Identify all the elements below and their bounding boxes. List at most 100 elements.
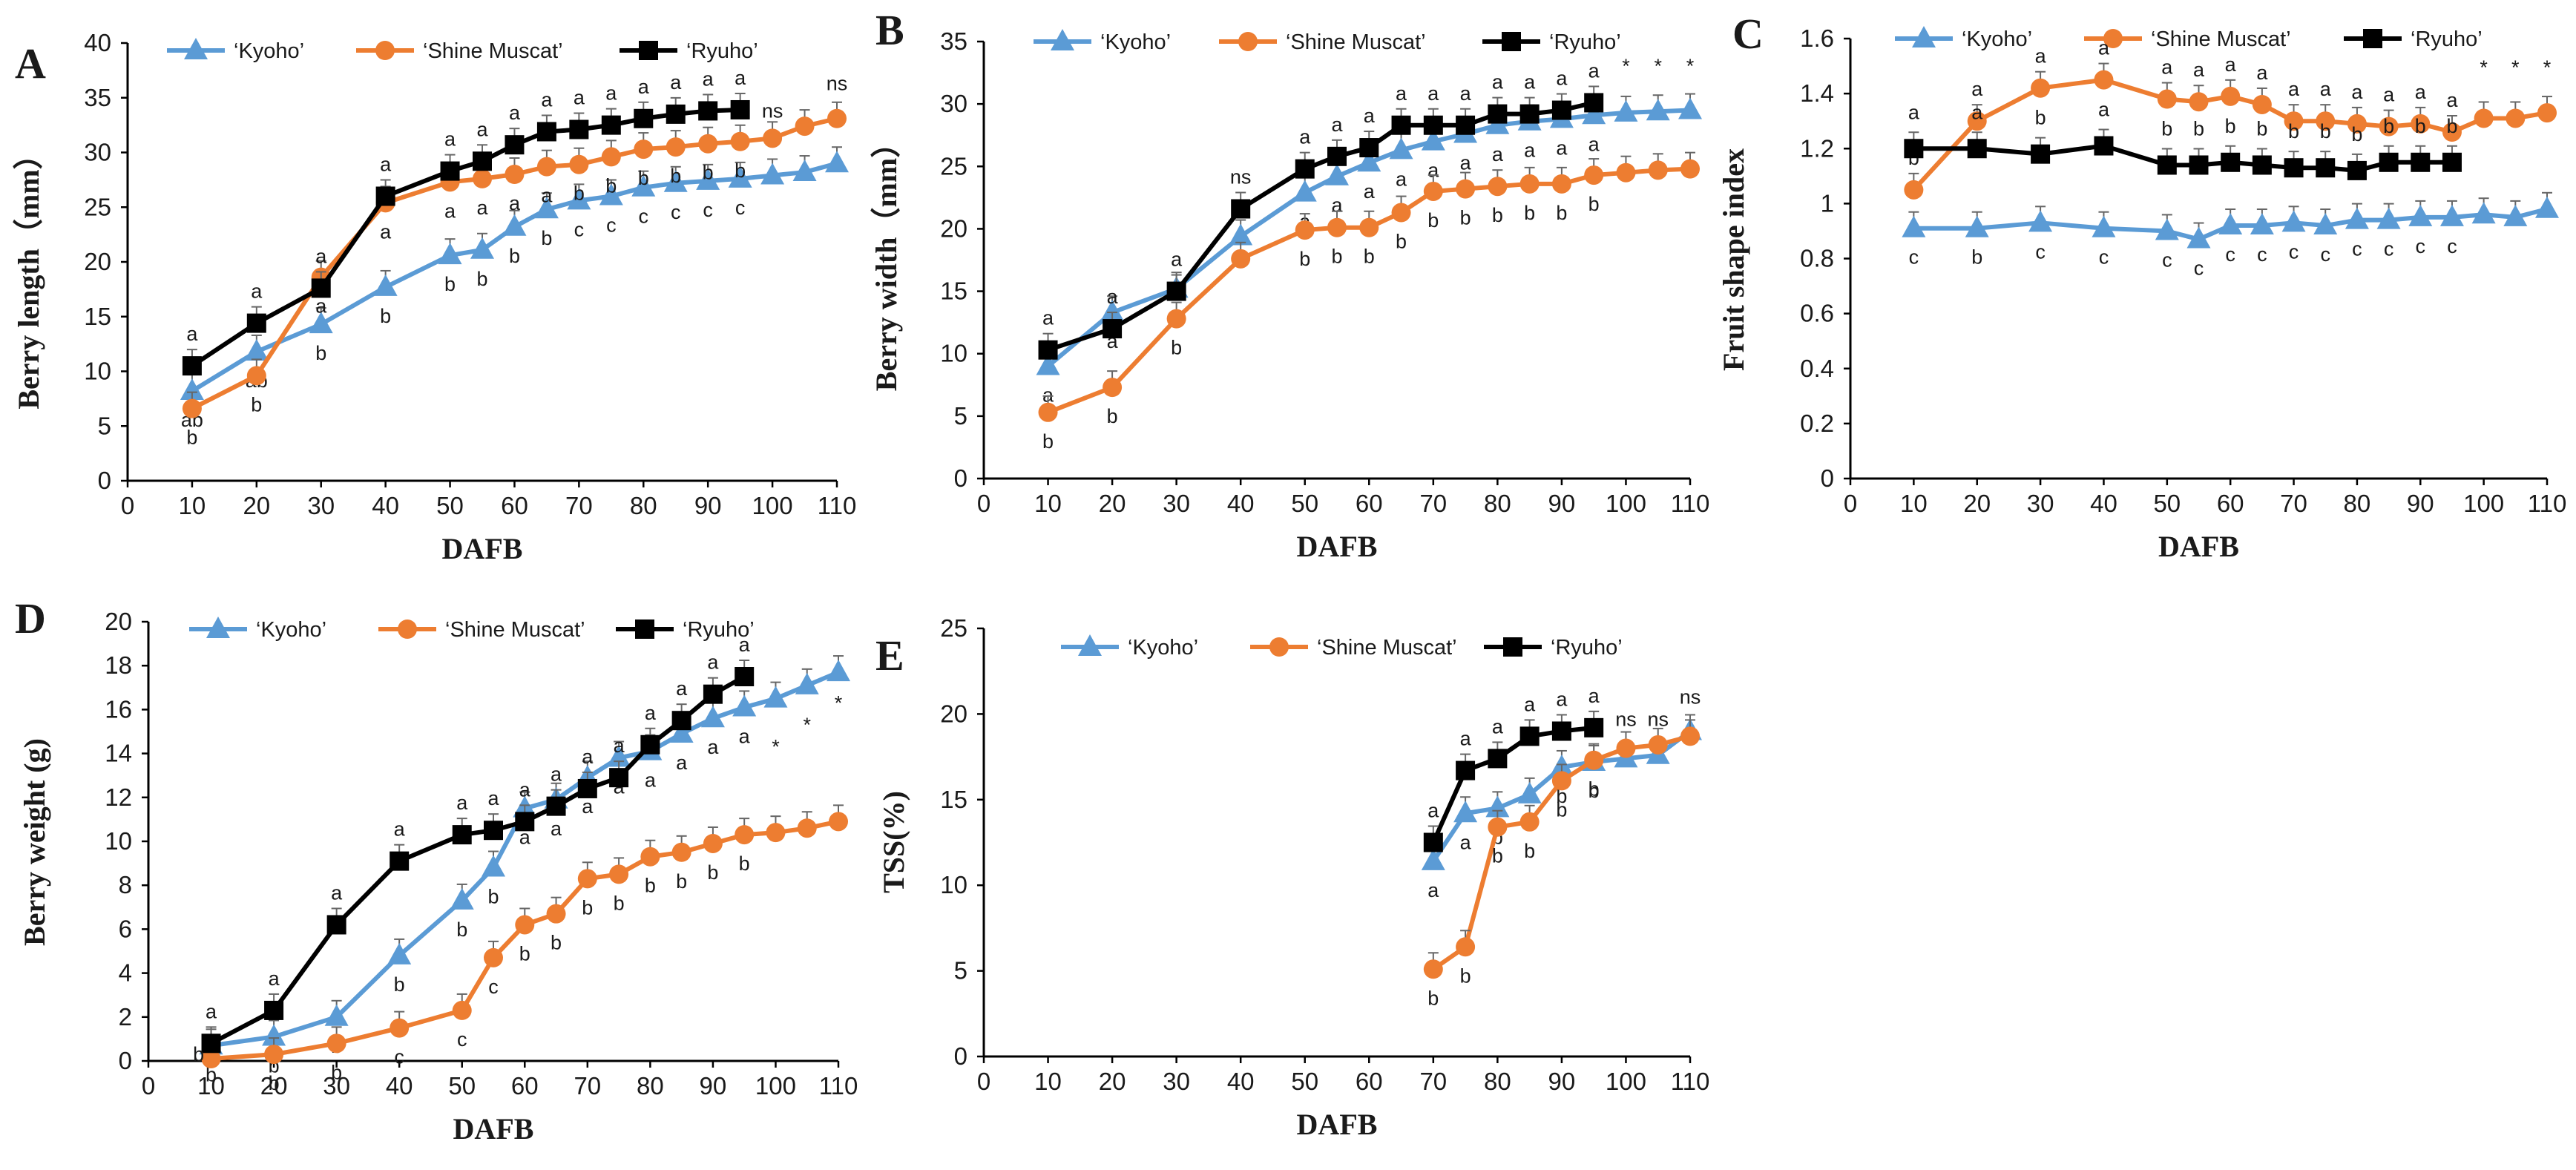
data-point-shine-muscat [829,812,848,832]
data-point-ryuho [182,356,202,376]
significance-label: b [1556,202,1567,224]
data-point-kyoho [2028,210,2053,232]
legend-label-shine-muscat: ‘Shine Muscat’ [1317,636,1457,660]
significance-label: a [1171,249,1183,271]
data-point-shine-muscat [640,847,660,867]
panel-c-y-tick-label: 0 [1821,464,1834,492]
panel-c-x-tick-label: 0 [1844,490,1857,517]
significance-label: a [1331,114,1343,136]
panel-b-x-tick-label: 50 [1291,490,1318,517]
significance-label: b [1588,193,1600,215]
data-point-kyoho [324,1004,349,1026]
significance-label: c [2447,235,2457,257]
panel-d-x-tick-label: 110 [819,1072,858,1100]
significance-annotation: * [2480,56,2488,79]
significance-label: c [1909,246,1919,269]
panel-b-x-tick-label: 60 [1356,490,1383,517]
panel-e-y-tick-label: 0 [954,1042,967,1070]
data-point-ryuho [601,115,621,135]
significance-annotation: * [2511,56,2520,79]
significance-label: a [574,87,585,109]
data-point-kyoho [607,745,631,767]
data-point-kyoho [631,174,656,197]
panel-d-y-tick-label: 6 [119,915,132,942]
data-point-ryuho [1327,146,1347,166]
legend-marker-ryuho [1502,32,1521,51]
significance-label: c [735,197,746,219]
data-point-shine-muscat [2316,111,2336,131]
legend-marker-shine-muscat [2103,29,2123,48]
data-point-kyoho [387,942,412,964]
data-point-kyoho [309,312,333,334]
data-point-ryuho [1231,199,1251,219]
panel-c-y-axis-title: Fruit shape index [1717,148,1750,371]
data-point-kyoho [1229,223,1253,246]
data-point-kyoho [2092,215,2116,237]
significance-label: a [456,792,468,814]
significance-label: a [1460,728,1472,750]
significance-label: a [1460,82,1472,105]
data-point-kyoho [2471,202,2496,224]
panel-e-x-tick-label: 70 [1419,1068,1447,1095]
significance-label: a [676,677,688,700]
data-point-ryuho [536,122,556,142]
significance-label: a [1427,800,1439,822]
significance-label: b [1588,780,1600,802]
data-point-kyoho [2439,204,2464,226]
data-point-shine-muscat [546,904,566,924]
significance-label: b [2415,115,2426,137]
legend-label-kyoho: ‘Kyoho’ [256,618,326,642]
significance-label: a [1460,831,1472,853]
panel-b-y-tick-label: 30 [940,90,967,117]
significance-label: b [269,1072,280,1094]
panel-e-legend: ‘Kyoho’ ‘Shine Muscat’ ‘Ryuho’ [1061,634,1623,660]
significance-label: a [1524,71,1536,93]
significance-label: b [1427,987,1439,1009]
significance-label: b [735,160,746,182]
data-point-shine-muscat [2379,116,2399,137]
significance-label: a [206,1000,217,1022]
panel-e-y-tick-label: 10 [940,871,967,898]
significance-label: b [1588,778,1600,801]
significance-annotation: * [772,736,780,758]
panel-e-x-tick-label: 40 [1227,1068,1255,1095]
data-point-shine-muscat [2094,70,2114,90]
data-point-ryuho [735,667,755,686]
panel-a-x-tick-label: 30 [307,492,335,519]
data-point-shine-muscat [1551,174,1571,194]
data-point-ryuho [634,108,654,128]
panel-d-y-tick-label: 0 [119,1047,132,1074]
significance-label: b [739,852,750,875]
panel-a-x-tick-label: 90 [694,492,722,519]
data-point-kyoho [760,162,785,185]
data-point-shine-muscat [730,131,750,151]
data-point-shine-muscat [1423,959,1443,979]
legend-label-ryuho: ‘Ryuho’ [1549,30,1621,54]
data-point-kyoho [1389,137,1413,160]
panel-d-y-tick-label: 18 [105,651,132,679]
panel-a-y-tick-label: 25 [84,193,111,220]
data-point-kyoho [1100,300,1125,322]
data-point-kyoho [795,672,819,694]
significance-label: a [2225,53,2237,76]
legend-label-shine-muscat: ‘Shine Muscat’ [1286,30,1426,54]
significance-label: c [703,199,713,221]
panel-d-x-tick-label: 60 [511,1072,539,1100]
significance-label: a [1396,168,1407,190]
significance-label: a [1524,693,1536,715]
data-point-kyoho [763,686,788,708]
data-point-shine-muscat [827,108,847,128]
significance-label: a [1042,384,1054,407]
significance-label: b [1971,246,1982,269]
panel-b-y-tick-label: 35 [940,27,967,55]
panel-c-y-tick-label: 1.2 [1800,134,1834,162]
significance-label: a [186,323,198,345]
significance-label: c [2162,249,2172,271]
significance-label: a [380,154,392,176]
significance-annotation: * [1686,55,1695,77]
significance-label: a [1107,286,1119,308]
significance-label: a [315,245,327,267]
panel-a-x-tick-label: 100 [752,492,793,519]
panel-e-y-tick-label: 20 [940,700,967,727]
